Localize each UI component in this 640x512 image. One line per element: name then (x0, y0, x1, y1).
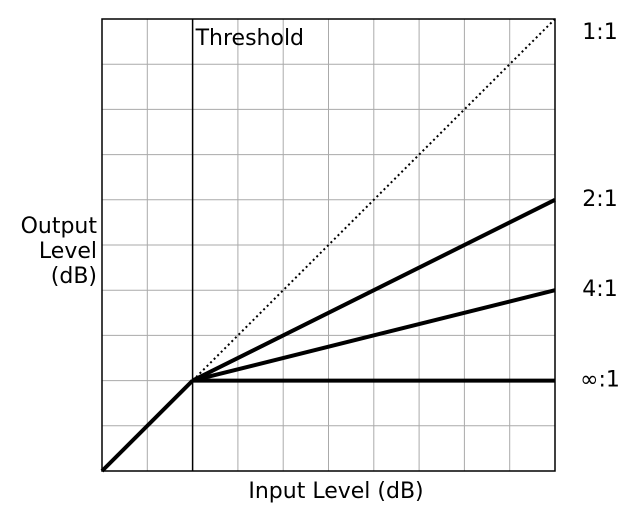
legend-label: 1:1 (582, 20, 617, 45)
plot-border (101, 18, 556, 472)
line (192, 288, 556, 383)
line (100, 379, 195, 473)
y-axis-label: Level (39, 239, 97, 264)
legend-label: ∞:1 (580, 368, 620, 393)
y-axis-label: (dB) (51, 264, 97, 289)
line (191, 198, 556, 383)
threshold-label: Threshold (195, 26, 304, 51)
line (191, 18, 556, 382)
x-axis-label: Input Level (dB) (248, 479, 423, 504)
legend-label: 4:1 (582, 277, 617, 302)
legend-label: 2:1 (582, 187, 617, 212)
y-axis-label: Output (21, 214, 98, 239)
